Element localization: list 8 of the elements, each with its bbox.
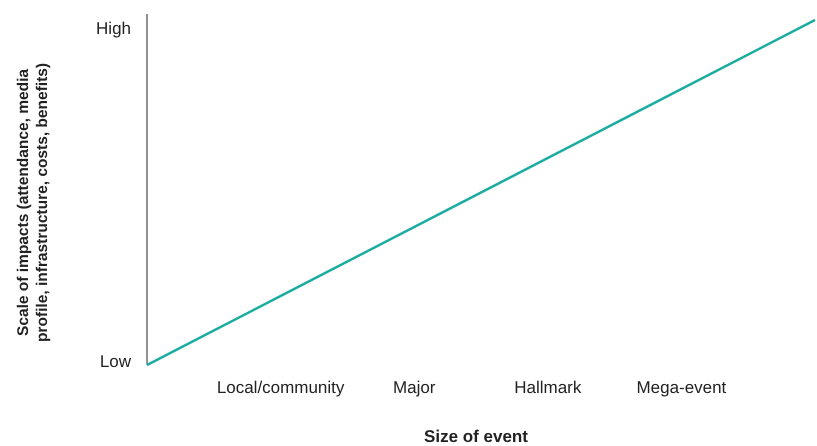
- y-axis-title: Scale of impacts (attendance, media profile, infrastructure, costs, benefits): [15, 62, 51, 342]
- x-tick-label: Local/community: [216, 378, 345, 398]
- x-tick-label: Mega-event: [636, 378, 727, 398]
- annotation: High: [96, 18, 131, 38]
- x-axis-title: Size of event: [424, 427, 528, 446]
- x-tick-label: Hallmark: [514, 378, 582, 398]
- annotation: Low: [100, 352, 132, 371]
- x-tick-label: Major: [392, 378, 436, 398]
